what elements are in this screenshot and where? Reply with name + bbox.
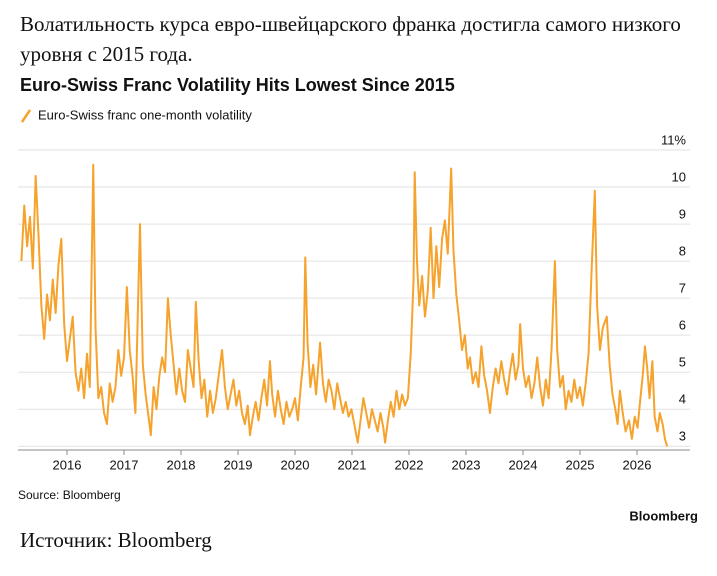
legend-swatch (20, 109, 32, 123)
y-tick-label: 5 (679, 355, 686, 370)
x-tick-label: 2020 (281, 457, 310, 472)
x-tick-label: 2025 (566, 457, 595, 472)
y-tick-label: 6 (679, 318, 686, 333)
series-line (20, 163, 669, 447)
y-tick-label: 7 (679, 281, 686, 296)
y-tick-label: 3 (679, 429, 686, 444)
x-tick-label: 2019 (224, 457, 253, 472)
x-tick-label: 2022 (395, 457, 424, 472)
headline: Волатильность курса евро-швейцарского фр… (20, 12, 681, 66)
caption: Источник: Bloomberg (20, 528, 212, 552)
x-tick-label: 2024 (509, 457, 538, 472)
y-tick-label: 8 (679, 244, 686, 259)
x-tick-label: 2026 (623, 457, 652, 472)
y-tick-label: 9 (679, 207, 686, 222)
legend-label: Euro-Swiss franc one-month volatility (38, 107, 252, 122)
y-tick-label: 10 (672, 169, 686, 184)
logo: Bloomberg (629, 508, 698, 523)
x-tick-label: 2018 (167, 457, 196, 472)
chart-title: Euro-Swiss Franc Volatility Hits Lowest … (20, 75, 455, 95)
y-tick-label: 4 (679, 392, 686, 407)
x-tick-label: 2017 (110, 457, 139, 472)
source: Source: Bloomberg (18, 488, 121, 502)
x-tick-label: 2023 (452, 457, 481, 472)
y-tick-label: 11% (661, 132, 686, 147)
x-tick-label: 2021 (338, 457, 367, 472)
x-tick-label: 2016 (53, 457, 82, 472)
